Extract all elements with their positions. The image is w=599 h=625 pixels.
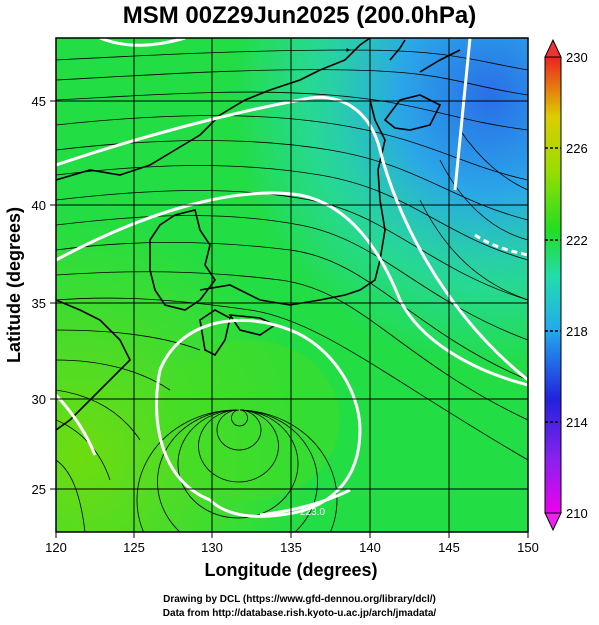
- x-tick-label: 140: [359, 540, 381, 555]
- x-tick-labels: 120 125 130 135 140 145 150: [45, 540, 539, 555]
- plot-frame: [55, 37, 529, 533]
- x-tick-label: 125: [123, 540, 145, 555]
- colorbar-max-arrow: [544, 38, 562, 58]
- colorbar-tick-label: 230: [566, 50, 588, 65]
- map-title: MSM 00Z29Jun2025 (200.0hPa): [122, 2, 477, 29]
- colorbar-tick-label: 222: [566, 233, 588, 248]
- graticule: [56, 38, 528, 532]
- x-axis-title: Longitude (degrees): [204, 560, 377, 580]
- y-axis-title: Latitude (degrees): [4, 207, 24, 363]
- tick-marks: [50, 100, 529, 538]
- credit-data: Data from http://database.rish.kyoto-u.a…: [162, 608, 437, 619]
- colorbar-min-arrow: [544, 512, 562, 532]
- x-tick-label: 135: [280, 540, 302, 555]
- x-tick-label: 150: [517, 540, 539, 555]
- y-tick-labels: 25 30 35 40 45: [32, 94, 46, 497]
- y-tick-label: 35: [32, 296, 46, 311]
- y-tick-label: 25: [32, 482, 46, 497]
- x-tick-label: 120: [45, 540, 67, 555]
- x-tick-label: 145: [438, 540, 460, 555]
- coastlines: [56, 38, 461, 431]
- y-tick-label: 45: [32, 94, 46, 109]
- credit-drawing: Drawing by DCL (https://www.gfd-dennou.o…: [163, 594, 436, 605]
- temperature-field: [56, 38, 528, 532]
- colorbar-tick-label: 214: [566, 415, 588, 430]
- colorbar: 210 214 218 222 226 230: [544, 38, 588, 532]
- x-tick-label: 130: [201, 540, 223, 555]
- colorbar-tick-label: 226: [566, 141, 588, 156]
- y-tick-label: 40: [32, 198, 46, 213]
- colorbar-tick-label: 218: [566, 324, 588, 339]
- contour-label: 223.0: [300, 507, 325, 518]
- colorbar-tick-label: 210: [566, 506, 588, 521]
- y-tick-label: 30: [32, 392, 46, 407]
- colorbar-scale: [544, 56, 562, 514]
